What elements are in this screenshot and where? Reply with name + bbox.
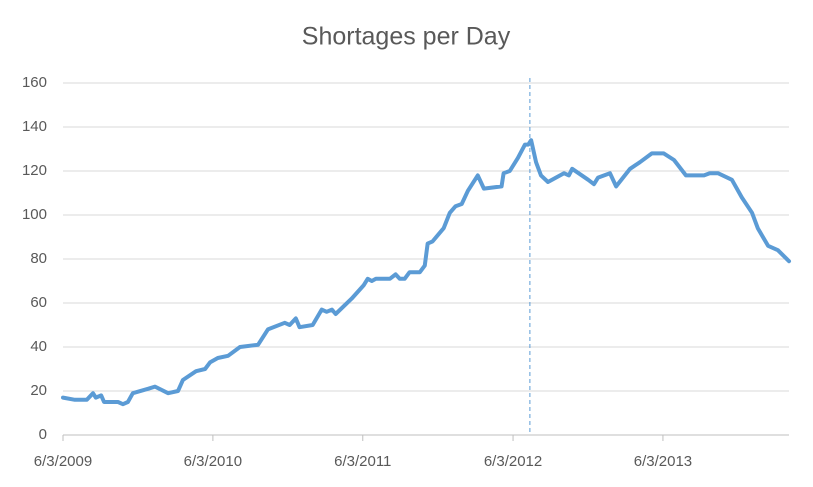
y-tick-label: 0: [39, 426, 47, 443]
x-tick-label: 6/3/2010: [184, 453, 242, 470]
y-tick-label: 160: [22, 74, 47, 91]
chart-title: Shortages per Day: [302, 23, 511, 51]
y-tick-label: 60: [30, 294, 47, 311]
y-tick-label: 120: [22, 162, 47, 179]
x-tick-label: 6/3/2013: [634, 453, 692, 470]
x-tick-label: 6/3/2012: [484, 453, 542, 470]
y-tick-label: 40: [30, 338, 47, 355]
y-tick-label: 140: [22, 118, 47, 135]
x-tick-label: 6/3/2009: [34, 453, 92, 470]
data-line: [61, 138, 791, 407]
x-tick-label: 6/3/2011: [334, 453, 391, 470]
y-tick-label: 20: [30, 382, 47, 399]
y-tick-label: 80: [30, 250, 47, 267]
y-tick-label: 100: [22, 206, 47, 223]
